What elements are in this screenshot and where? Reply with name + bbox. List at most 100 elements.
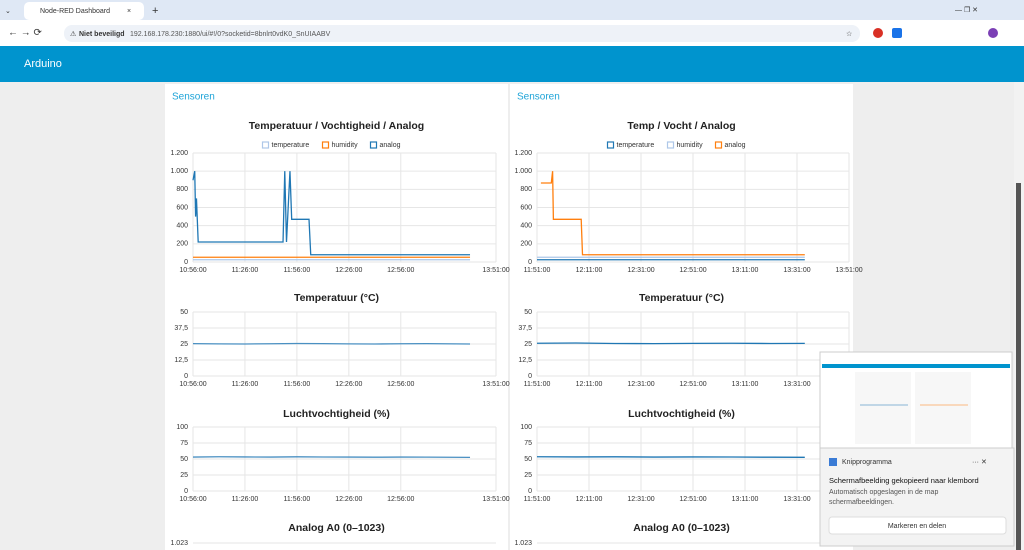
notification-menu[interactable]: ··· ✕ [972,459,987,466]
y-tick-label: 12,5 [174,357,188,364]
x-tick-label: 12:11:00 [576,267,603,274]
x-tick-label: 13:11:00 [732,381,759,388]
data-line [536,456,805,458]
y-tick-label: 800 [176,186,188,193]
y-tick-label: 1.200 [514,150,532,157]
data-line [536,342,805,345]
x-tick-label: 12:11:00 [576,381,603,388]
legend-label: temperature [617,142,655,149]
notification-app: Knipprogramma [842,459,892,466]
url[interactable]: 192.168.178.230:1880/ui/#!/0?socketid=8b… [130,31,331,38]
extension-icon[interactable] [892,28,902,38]
tab-title: Node-RED Dashboard [40,8,110,15]
y-tick-label: 0 [184,259,188,266]
y-tick-label: 800 [520,186,532,193]
tab-bar [0,0,1024,20]
snip-preview [819,351,1013,449]
y-tick-label: 75 [180,440,188,447]
x-tick-label: 10:56:00 [179,496,206,503]
notification-button-label: Markeren en delen [888,523,946,530]
x-tick-label: 12:56:00 [387,496,414,503]
x-tick-label: 10:56:00 [179,267,206,274]
legend-swatch [321,141,330,149]
x-tick-label: 12:31:00 [627,381,654,388]
x-tick-label: 12:31:00 [627,496,654,503]
window-controls[interactable]: — ❐ ✕ [955,6,978,14]
x-tick-label: 12:11:00 [576,496,603,503]
notification-title: Schermafbeelding gekopieerd naar klembor… [829,476,979,485]
legend-swatch [714,141,723,149]
x-tick-label: 11:51:00 [524,381,551,388]
legend-label: analog [725,142,746,149]
panel-title: Sensoren [517,92,560,103]
bookmark-star[interactable]: ☆ [846,30,852,38]
legend-label: temperature [272,142,310,149]
y-tick-label: 50 [524,309,532,316]
panel-title: Sensoren [172,92,215,103]
legend-swatch [666,141,675,149]
y-tick-label: 1.200 [170,150,188,157]
x-tick-label: 13:31:00 [783,496,810,503]
y-tick-label: 12,5 [518,357,532,364]
header-title: Arduino [24,58,62,70]
y-tick-label: 1.000 [514,168,532,175]
y-tick-label: 600 [176,204,188,211]
x-tick-label: 11:56:00 [284,381,311,388]
chart-title: Temperatuur / Vochtigheid / Analog [249,120,424,132]
chart-title: Analog A0 (0–1023) [288,522,384,534]
chart-title: Luchtvochtigheid (%) [628,408,735,420]
x-tick-label: 11:51:00 [524,496,551,503]
y-tick-label: 50 [180,309,188,316]
y-tick-label: 0 [528,259,532,266]
panels: Sensoren Temperatuur / Vochtigheid / Anal… [165,84,863,550]
scrollbar-thumb[interactable] [1016,183,1021,550]
y-tick-label: 600 [520,204,532,211]
x-tick-label: 13:51:00 [482,267,509,274]
y-tick-label: 75 [524,440,532,447]
notification-button[interactable] [828,516,1007,535]
chart-title: Temperatuur (°C) [294,292,379,304]
panel [165,84,508,550]
data-line [192,342,471,345]
x-tick-label: 13:11:00 [732,267,759,274]
y-tick-label: 400 [176,223,188,230]
app-icon [829,458,837,466]
y-tick-label: 1.023 [514,540,532,547]
legend-label: humidity [677,142,704,149]
address-bar[interactable] [64,25,860,42]
new-tab[interactable]: + [152,5,158,17]
data-line [540,171,805,256]
data-line [192,171,471,256]
y-tick-label: 25 [180,341,188,348]
x-tick-label: 11:51:00 [524,267,551,274]
legend-swatch [261,141,270,149]
x-tick-label: 13:31:00 [783,381,810,388]
x-tick-label: 12:51:00 [679,496,706,503]
y-tick-label: 37,5 [518,325,532,332]
extension-icon[interactable] [873,28,883,38]
tab-menu[interactable]: ⌄ [5,8,11,15]
warning-icon: ⚠ [70,30,76,38]
x-tick-label: 11:26:00 [232,496,259,503]
chart-title: Analog A0 (0–1023) [633,522,729,534]
x-tick-label: 12:31:00 [627,267,654,274]
y-tick-label: 400 [520,223,532,230]
y-tick-label: 1.023 [170,540,188,547]
tab-close[interactable]: × [127,8,131,15]
nav-buttons[interactable]: ← → ⟳ [8,28,43,39]
y-tick-label: 0 [528,488,532,495]
y-tick-label: 50 [524,456,532,463]
y-tick-label: 0 [528,373,532,380]
x-tick-label: 11:26:00 [232,381,259,388]
chart-title: Luchtvochtigheid (%) [283,408,390,420]
tab[interactable] [24,2,144,20]
profile-avatar[interactable] [988,28,998,38]
x-tick-label: 11:56:00 [284,267,311,274]
x-tick-label: 13:31:00 [783,267,810,274]
panel [510,84,853,550]
security-label[interactable]: Niet beveiligd [79,31,125,38]
chart-title: Temperatuur (°C) [639,292,724,304]
notification-body: Automatisch opgeslagen in de map [829,489,938,496]
data-line [192,456,471,459]
